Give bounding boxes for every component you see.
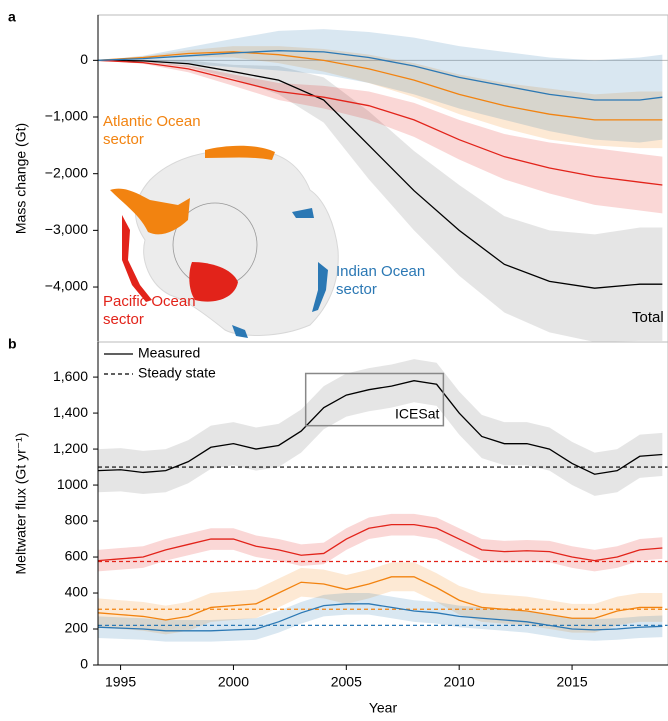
y-tick-label: 1000	[57, 476, 88, 492]
series-line	[98, 380, 663, 475]
uncertainty-band	[98, 46, 663, 149]
y-tick-label: −4,000	[45, 278, 88, 294]
annotation-text: ICESat	[395, 405, 439, 421]
y-tick-label: 1,200	[53, 440, 88, 456]
y-axis-label: Mass change (Gt)	[13, 123, 29, 234]
series-line	[98, 50, 663, 101]
series-label: Pacific Ocean sector	[103, 293, 196, 328]
x-tick-label: 2000	[218, 674, 249, 690]
x-tick-label: 1995	[105, 674, 136, 690]
uncertainty-band	[98, 60, 663, 214]
x-tick-label: 2005	[331, 674, 362, 690]
x-tick-label: 2015	[556, 674, 587, 690]
series-line	[98, 523, 663, 562]
uncertainty-band	[98, 513, 663, 572]
y-tick-label: 600	[65, 548, 89, 564]
legend-label: Steady state	[138, 365, 216, 381]
uncertainty-band	[98, 562, 663, 635]
uncertainty-band	[98, 59, 663, 342]
y-tick-label: −1,000	[45, 108, 88, 124]
x-tick-label: 2010	[444, 674, 475, 690]
series-line	[98, 51, 663, 121]
uncertainty-band	[98, 359, 663, 496]
legend-label: Measured	[138, 345, 200, 361]
series-line	[98, 59, 663, 289]
series-label: Atlantic Ocean sector	[103, 113, 201, 148]
y-tick-label: 200	[65, 620, 89, 636]
panel-label: b	[8, 336, 17, 352]
y-tick-label: 400	[65, 584, 89, 600]
y-tick-label: 800	[65, 512, 89, 528]
series-line	[98, 59, 663, 186]
series-label: Total	[632, 309, 664, 326]
series-line	[98, 603, 663, 632]
y-tick-label: 1,600	[53, 368, 88, 384]
y-tick-label: 0	[80, 51, 88, 67]
series-label: Indian Ocean sector	[336, 263, 426, 298]
x-axis-label: Year	[369, 700, 398, 716]
annotation-box	[304, 372, 445, 427]
panel-label: a	[8, 9, 16, 25]
y-tick-label: 1,400	[53, 404, 88, 420]
y-tick-label: −2,000	[45, 164, 88, 180]
uncertainty-band	[98, 29, 663, 143]
y-tick-label: 0	[80, 656, 88, 672]
y-axis-label: Meltwater flux (Gt yr⁻¹)	[13, 433, 29, 575]
series-line	[98, 576, 663, 621]
y-tick-label: −3,000	[45, 221, 88, 237]
antarctica-map	[110, 145, 339, 338]
